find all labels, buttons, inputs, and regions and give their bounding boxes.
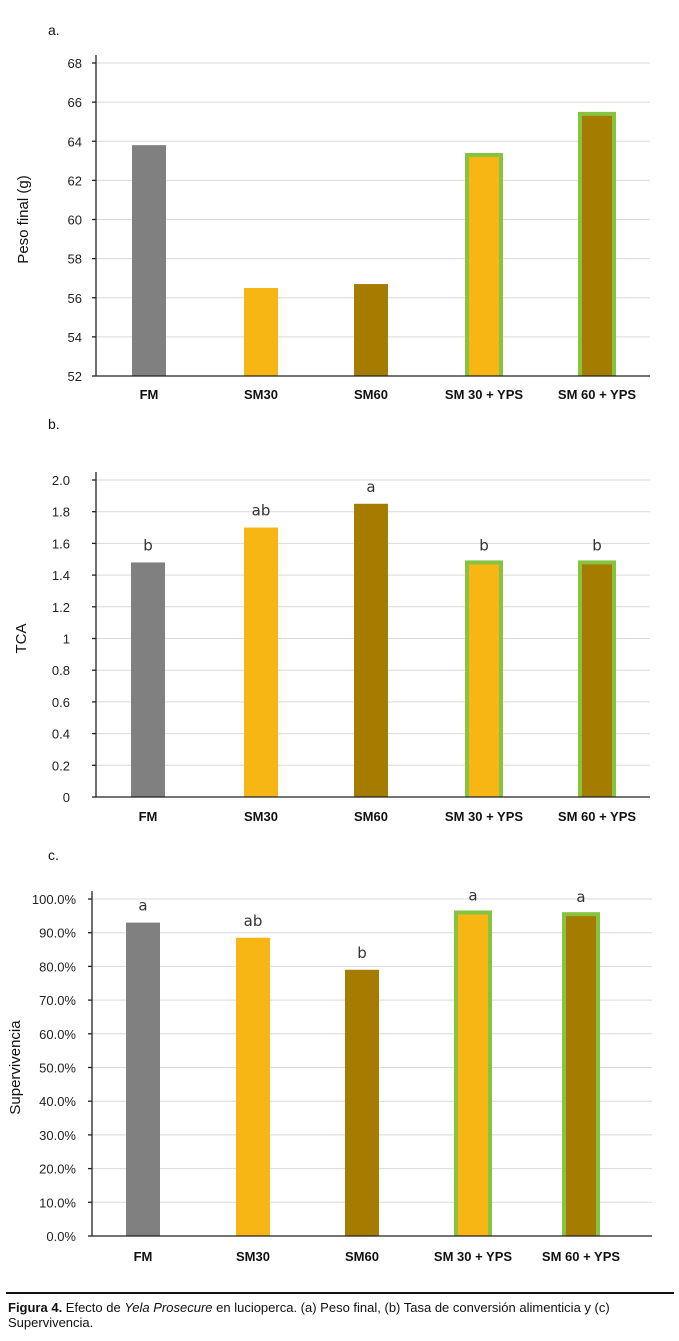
- figure-charts: a. 52 54 56 58 60 62 64 66 68 FM SM30 SM60 SM 30 + YP…: [7, 22, 652, 1264]
- chart-c-y-tick-label: 50.0%: [39, 1061, 76, 1076]
- chart-c-y-tick-label: 40.0%: [39, 1094, 76, 1109]
- chart-a-y-tick-label: 66: [68, 95, 82, 110]
- chart-a-y-tick-label: 62: [68, 173, 82, 188]
- chart-c-significance-letter: b: [357, 944, 367, 962]
- caption-text-before: Efecto de: [62, 1300, 125, 1315]
- chart-a-bar: [469, 156, 499, 376]
- chart-b-bar: [354, 503, 388, 797]
- chart-c-bar: [236, 937, 270, 1236]
- chart-b-x-tick-label: SM30: [244, 809, 278, 824]
- chart-a-y-tick-label: 56: [68, 291, 82, 306]
- chart-c-y-tick-label: 60.0%: [39, 1027, 76, 1042]
- chart-c-y-tick-label: 100.0%: [32, 892, 77, 907]
- chart-b-significance-letter: a: [366, 478, 375, 496]
- figure-caption: Figura 4. Efecto de Yela Prosecure en lu…: [8, 1300, 668, 1330]
- chart-b-y-tick-label: 0.4: [52, 727, 70, 742]
- chart-b-bar: [244, 527, 278, 797]
- chart-a-bar: [582, 115, 612, 377]
- chart-b-significance-letter: ab: [252, 502, 271, 520]
- chart-a-x-tick-label: SM 30 + YPS: [445, 387, 523, 402]
- caption-text-after: en lucioperca. (a) Peso final, (b) Tasa …: [8, 1300, 610, 1330]
- chart-b-y-tick-label: 1.6: [52, 536, 70, 551]
- chart-a-x-tick-label: FM: [140, 387, 159, 402]
- chart-c-significance-letter: a: [138, 897, 147, 915]
- chart-c-y-tick-label: 20.0%: [39, 1162, 76, 1177]
- chart-c-panel-label: c.: [48, 847, 59, 863]
- chart-b-x-tick-label: FM: [139, 809, 158, 824]
- chart-a-y-axis-title: Peso final (g): [15, 175, 32, 263]
- chart-a-y-tick-label: 68: [68, 56, 82, 71]
- chart-b-y-tick-label: 0.2: [52, 758, 70, 773]
- chart-b-y-tick-label: 0.8: [52, 663, 70, 678]
- chart-c-significance-letter: ab: [244, 912, 263, 930]
- chart-c-x-tick-label: SM30: [236, 1249, 270, 1264]
- chart-b-bar: [582, 564, 612, 797]
- chart-c-y-tick-label: 90.0%: [39, 926, 76, 941]
- chart-a-y-tick-label: 64: [68, 134, 82, 149]
- chart-a-bar: [354, 284, 388, 376]
- chart-c-bar: [345, 969, 379, 1236]
- chart-b-significance-letter: b: [479, 536, 489, 554]
- chart-a-y-tick-label: 54: [68, 330, 82, 345]
- chart-b-x-tick-label: SM 60 + YPS: [558, 809, 636, 824]
- chart-b-x-tick-label: SM60: [354, 809, 388, 824]
- chart-b-bar: [131, 562, 165, 797]
- caption-product-name: Yela Prosecure: [124, 1300, 213, 1315]
- chart-b-y-tick-label: 0.6: [52, 695, 70, 710]
- chart-c-bar: [566, 916, 596, 1236]
- chart-c-y-tick-label: 10.0%: [39, 1195, 76, 1210]
- chart-c-y-tick-label: 0.0%: [46, 1229, 76, 1244]
- chart-c-x-tick-label: SM 30 + YPS: [434, 1249, 512, 1264]
- chart-a-x-tick-label: SM30: [244, 387, 278, 402]
- chart-c-y-tick-label: 80.0%: [39, 959, 76, 974]
- caption-rule: [6, 1292, 674, 1294]
- chart-c-bar: [458, 914, 488, 1236]
- chart-a-y-tick-label: 58: [68, 252, 82, 267]
- chart-a-bar: [132, 145, 166, 376]
- chart-b-significance-letter: b: [143, 536, 153, 554]
- chart-c-significance-letter: a: [468, 886, 477, 904]
- chart-b-significance-letter: b: [592, 536, 602, 554]
- chart-c-x-tick-label: SM60: [345, 1249, 379, 1264]
- chart-b-x-tick-label: SM 30 + YPS: [445, 809, 523, 824]
- chart-b-y-tick-label: 1.4: [52, 568, 70, 583]
- chart-c-x-tick-label: SM 60 + YPS: [542, 1249, 620, 1264]
- chart-b-y-tick-label: 0: [63, 790, 70, 805]
- chart-a-y-tick-label: 52: [68, 369, 82, 384]
- chart-c-y-tick-label: 70.0%: [39, 993, 76, 1008]
- chart-b-y-tick-label: 1.8: [52, 505, 70, 520]
- chart-c-x-tick-label: FM: [134, 1249, 153, 1264]
- chart-a-bar: [244, 287, 278, 376]
- chart-b-bar: [469, 564, 499, 797]
- chart-b-y-tick-label: 2.0: [52, 473, 70, 488]
- chart-c-y-axis-title: Supervivencia: [7, 1020, 24, 1115]
- chart-c-significance-letter: a: [576, 888, 585, 906]
- chart-c-y-tick-label: 30.0%: [39, 1128, 76, 1143]
- chart-c-bar: [126, 922, 160, 1236]
- caption-label: Figura 4.: [8, 1300, 63, 1315]
- chart-b-y-tick-label: 1.2: [52, 600, 70, 615]
- chart-a-panel-label: a.: [48, 22, 60, 38]
- chart-b-y-tick-label: 1: [63, 632, 70, 647]
- chart-b-panel-label: b.: [48, 416, 60, 432]
- chart-a-x-tick-label: SM60: [354, 387, 388, 402]
- chart-a-x-tick-label: SM 60 + YPS: [558, 387, 636, 402]
- chart-a-y-tick-label: 60: [68, 213, 82, 228]
- chart-b-y-axis-title: TCA: [13, 624, 30, 654]
